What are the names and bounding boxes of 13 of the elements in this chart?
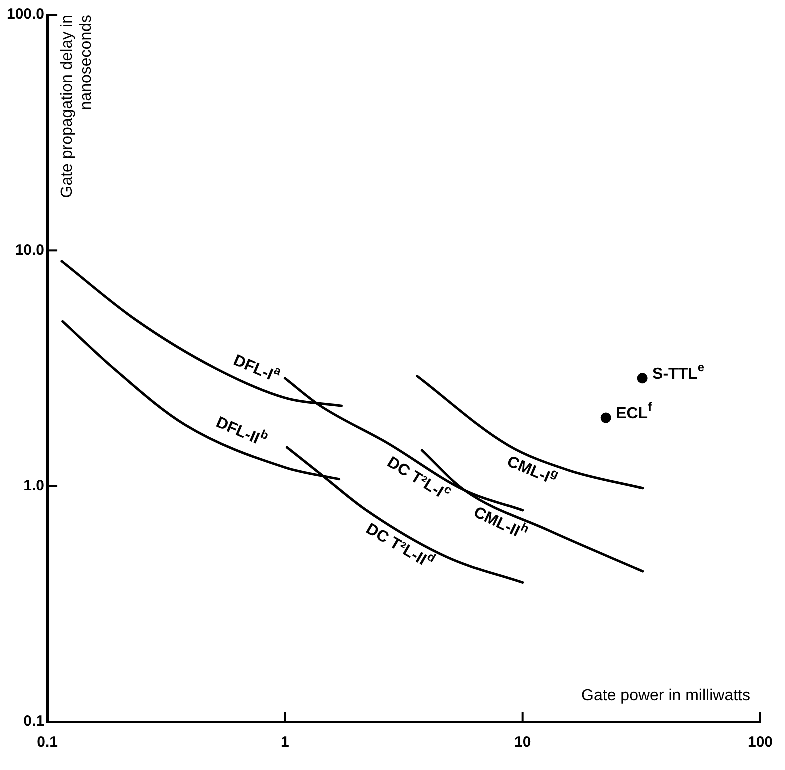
x-tick-label: 100 — [748, 734, 773, 752]
text: DC T²L-Ic — [384, 454, 456, 502]
x-tick-label: 10 — [514, 734, 532, 752]
y-tick-label: 100.0 — [6, 6, 45, 24]
x-axis-title: Gate power in milliwatts — [582, 687, 750, 704]
y-tick-label: 1.0 — [24, 477, 45, 494]
x-tick-label: 0.1 — [37, 734, 58, 752]
y-axis-title: Gate propagation delay in nanoseconds — [58, 15, 95, 198]
x-tick-label: 1 — [281, 734, 290, 752]
y-tick-label: 0.1 — [24, 713, 45, 730]
text: DFL-Ia — [231, 352, 284, 384]
text: CML-Ig — [504, 453, 562, 486]
y-tick-label: 10.0 — [15, 242, 45, 259]
